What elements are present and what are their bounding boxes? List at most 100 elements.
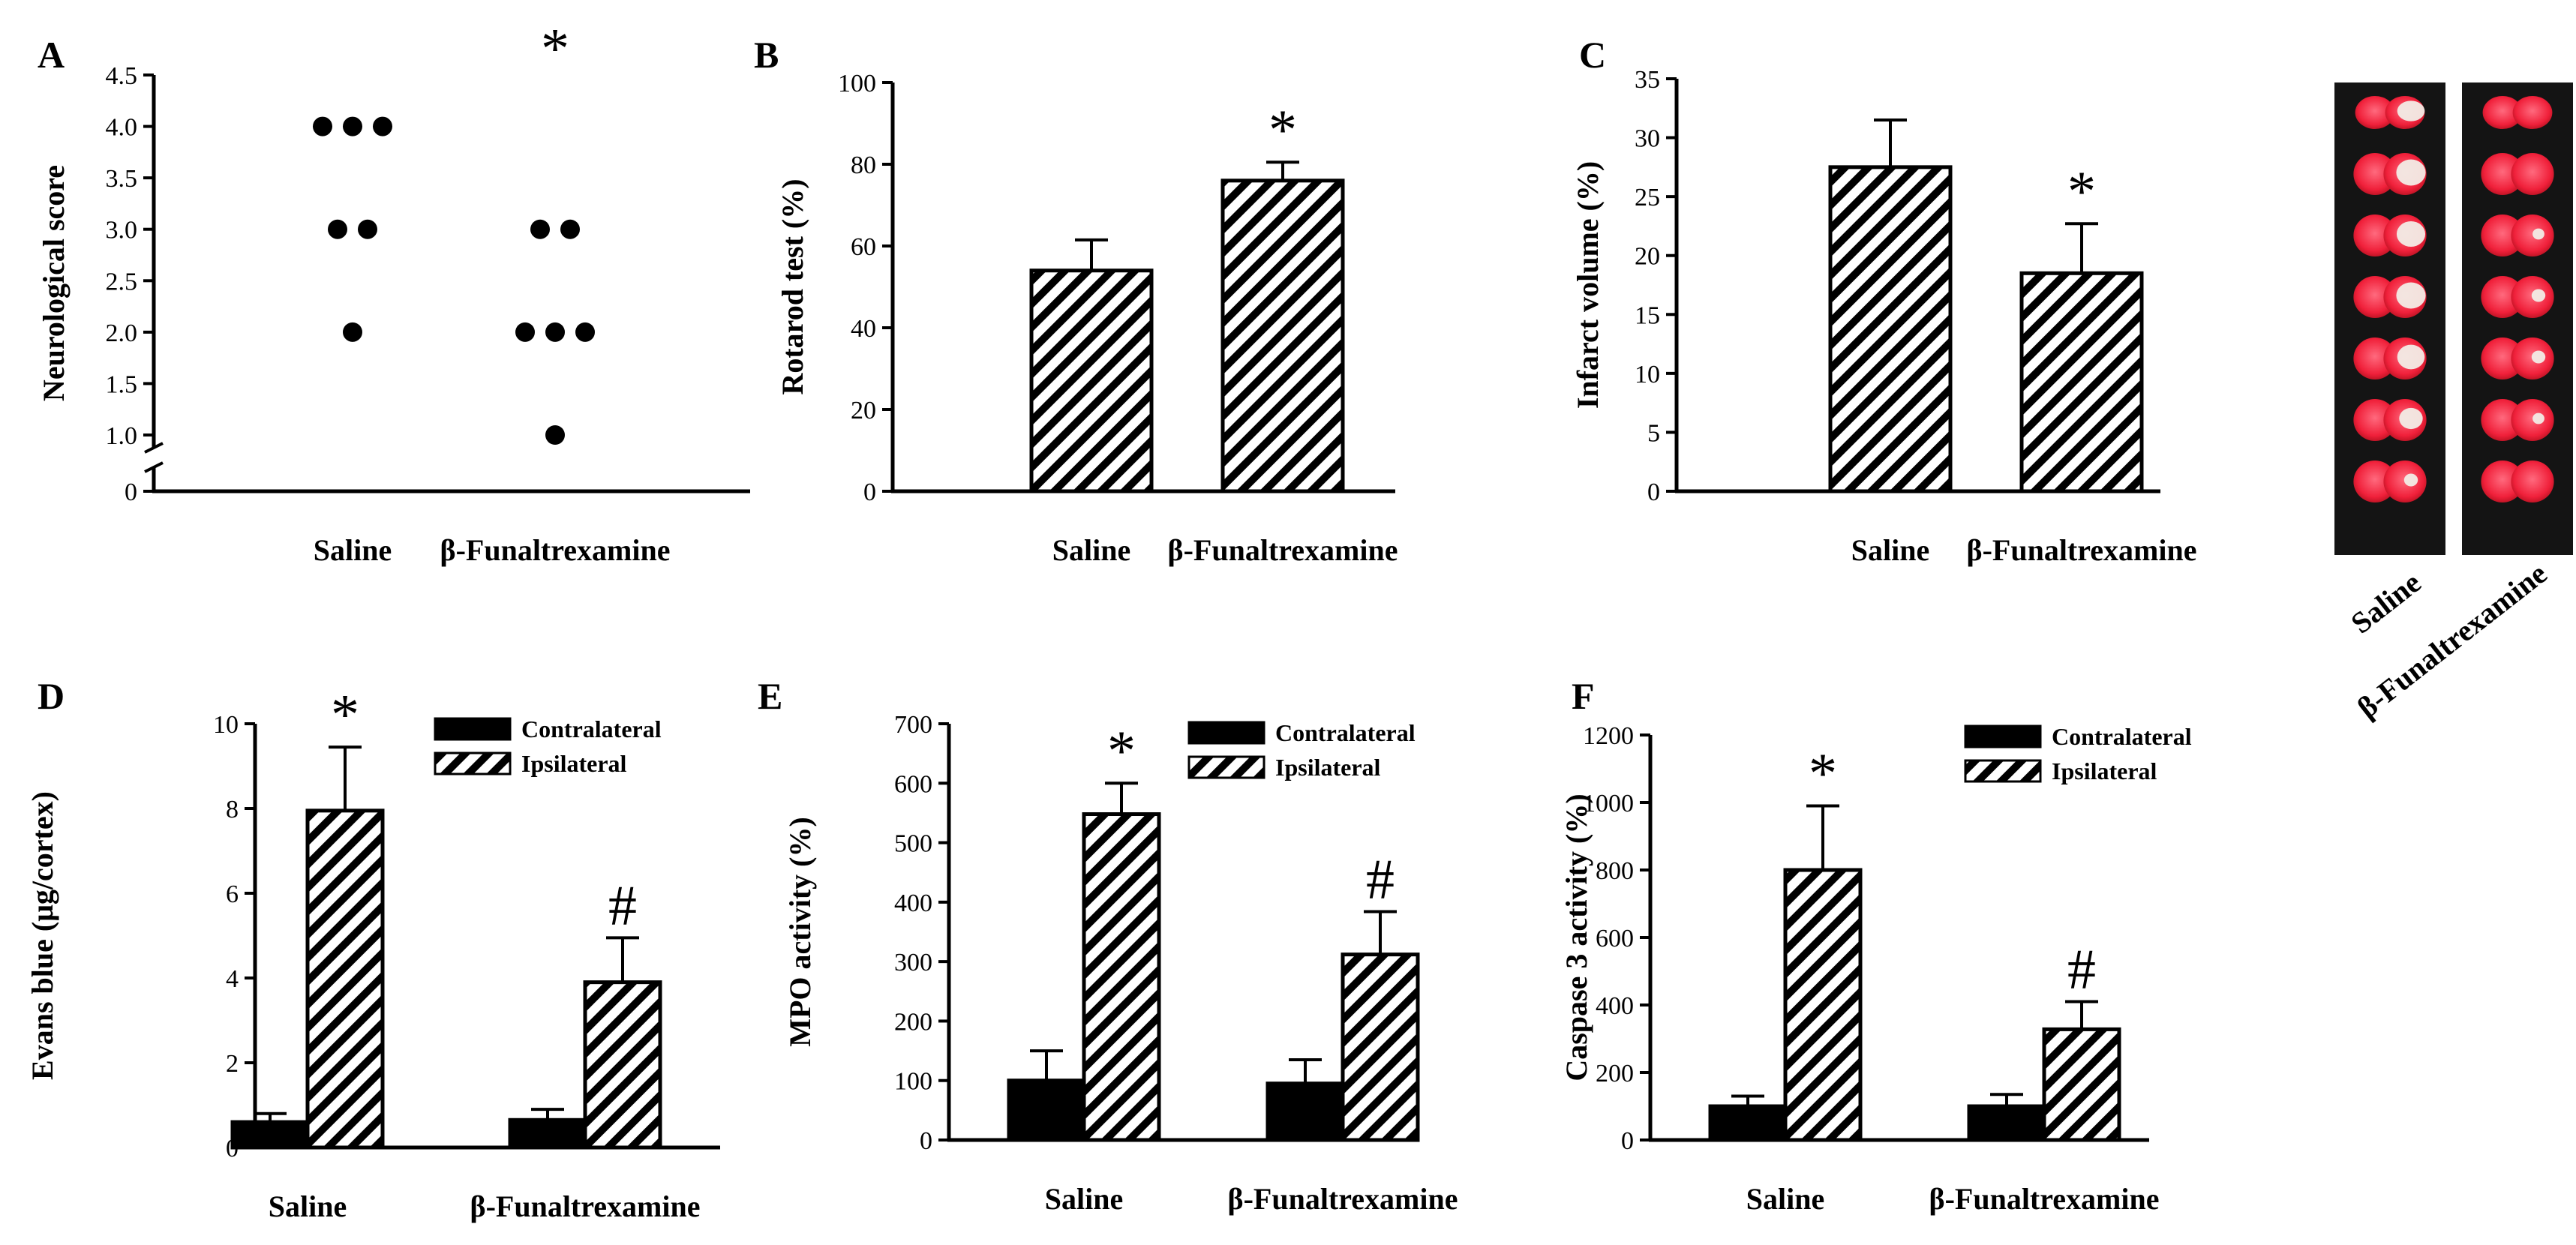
y-axis-label: Caspase 3 activity (%) <box>1560 794 1593 1081</box>
legend-label: Ipsilateral <box>2052 758 2157 784</box>
y-tick-label: 6 <box>226 880 239 908</box>
bar-ipsilateral <box>2042 1027 2121 1142</box>
x-category-label: Saline <box>269 1190 347 1223</box>
x-category-label: β-Funaltrexamine <box>1228 1182 1458 1216</box>
brain-slice-left <box>2353 460 2397 502</box>
y-tick-label: 10 <box>213 711 239 739</box>
data-point <box>545 425 565 445</box>
y-tick-label: 20 <box>1635 243 1660 271</box>
bar <box>1828 165 1953 494</box>
brain-slice-left <box>2353 276 2397 318</box>
infarct-region <box>2532 412 2544 424</box>
y-tick-label: 100 <box>838 70 876 98</box>
brain-slice-right <box>2511 399 2554 441</box>
bar <box>1220 178 1345 494</box>
significance-mark: * <box>1809 742 1837 806</box>
y-tick-label: 0 <box>920 1127 932 1155</box>
bar <box>2019 271 2144 494</box>
legend: Contralateral Ipsilateral <box>1187 719 1416 781</box>
significance-mark: * <box>1268 98 1297 161</box>
y-tick-label: 1.5 <box>106 370 138 398</box>
data-point <box>575 322 595 342</box>
brain-slice-right <box>2511 153 2554 195</box>
y-tick-label: 4.5 <box>106 62 138 90</box>
infarct-region <box>2531 350 2546 364</box>
panel-label-a: A <box>38 34 65 76</box>
bar-ipsilateral <box>305 808 385 1150</box>
y-tick-label: 800 <box>1596 857 1634 885</box>
axis-break-mark <box>144 442 164 454</box>
significance-mark: # <box>2067 938 2096 1001</box>
brain-slice-right <box>2512 96 2553 129</box>
y-axis-label: Neurological score <box>37 165 71 401</box>
y-tick-label: 10 <box>1635 361 1660 388</box>
image-label-saline: Saline <box>2345 566 2427 640</box>
x-category-label: β-Funaltrexamine <box>470 1190 701 1223</box>
legend-label: Ipsilateral <box>521 750 627 777</box>
infarct-region <box>2531 289 2546 302</box>
data-point <box>515 322 535 342</box>
bar-contralateral <box>230 1120 310 1150</box>
y-tick-label: 0 <box>1647 478 1660 506</box>
y-axis-label: Rotarod test (%) <box>776 178 809 394</box>
bar-contralateral <box>1967 1104 2046 1142</box>
legend: Contralateral Ipsilateral <box>1964 723 2192 784</box>
y-tick-label: 4.0 <box>106 114 138 142</box>
y-tick-label: 0 <box>1621 1127 1634 1155</box>
brain-slice-left <box>2482 96 2523 129</box>
bar-contralateral <box>1007 1078 1086 1142</box>
significance-mark: * <box>1107 719 1136 782</box>
y-tick-label: 8 <box>226 796 239 824</box>
infarct-region <box>2397 100 2425 122</box>
x-category-label: Saline <box>314 533 392 567</box>
legend-swatch-contralateral <box>1964 724 2042 748</box>
y-tick-label: 400 <box>894 890 932 917</box>
brain-slice-left <box>2481 460 2524 502</box>
y-tick-label: 2 <box>226 1050 239 1078</box>
brain-slice-right <box>2511 214 2554 256</box>
y-tick-label: 400 <box>1596 992 1634 1020</box>
data-point <box>530 219 550 239</box>
legend-label: Ipsilateral <box>1275 754 1381 781</box>
y-tick-label: 40 <box>851 315 876 343</box>
brain-column-funaltrexamine <box>2462 82 2573 555</box>
infarct-region <box>2397 344 2425 370</box>
data-point <box>313 116 332 136</box>
brain-slice-left <box>2481 399 2524 441</box>
significance-mark: * <box>2067 160 2096 223</box>
panel-a: A Neurological score 0 1.0 1.5 2.0 2.5 3.0 3.5 4.… <box>37 17 750 567</box>
legend-label: Contralateral <box>1275 719 1416 746</box>
legend-label: Contralateral <box>2052 723 2192 750</box>
y-tick-label: 1.0 <box>106 422 138 450</box>
infarct-region <box>2396 221 2426 247</box>
infarct-region <box>2396 282 2426 309</box>
y-tick-label: 100 <box>894 1068 932 1096</box>
bar-contralateral <box>1265 1082 1345 1142</box>
y-axis-label: Evans blue (μg/cortex) <box>26 791 59 1080</box>
y-tick-label: 3.5 <box>106 165 138 193</box>
y-tick-label: 4 <box>226 965 239 993</box>
brain-slice-left <box>2481 338 2524 380</box>
infarct-region <box>2532 228 2544 240</box>
legend: Contralateral Ipsilateral <box>434 716 662 777</box>
y-tick-label: 1200 <box>1583 722 1634 750</box>
x-category-label: Saline <box>1052 533 1130 567</box>
y-tick-label: 80 <box>851 152 876 179</box>
significance-mark: * <box>541 17 569 80</box>
y-tick-label: 60 <box>851 233 876 261</box>
panel-label-e: E <box>758 675 782 717</box>
y-tick-label: 5 <box>1647 419 1660 447</box>
data-point <box>343 116 362 136</box>
brain-slice-left <box>2481 214 2524 256</box>
brain-slice-left <box>2353 153 2397 195</box>
y-axis-label: MPO activity (%) <box>783 817 817 1047</box>
infarct-region <box>2403 473 2418 487</box>
bar-contralateral <box>1708 1104 1788 1142</box>
legend-swatch-ipsilateral <box>1187 755 1265 779</box>
bar-ipsilateral <box>1783 868 1863 1142</box>
panel-e: E MPO activity (%) 0 100 200 300 400 500 600 700 S… <box>758 675 1458 1216</box>
y-tick-label: 200 <box>894 1008 932 1036</box>
y-tick-label: 15 <box>1635 302 1660 329</box>
x-category-label: Saline <box>1851 533 1929 567</box>
